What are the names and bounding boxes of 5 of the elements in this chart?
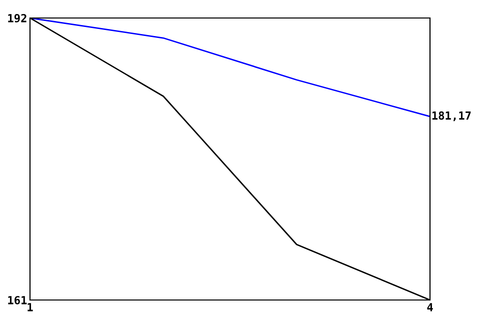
data-label: 181,17 (432, 111, 471, 122)
x-tick-label: 4 (427, 303, 433, 312)
y-tick-label: 161 (8, 296, 27, 304)
x-tick-label: 1 (28, 303, 33, 312)
y-tick-label: 192 (8, 14, 26, 22)
